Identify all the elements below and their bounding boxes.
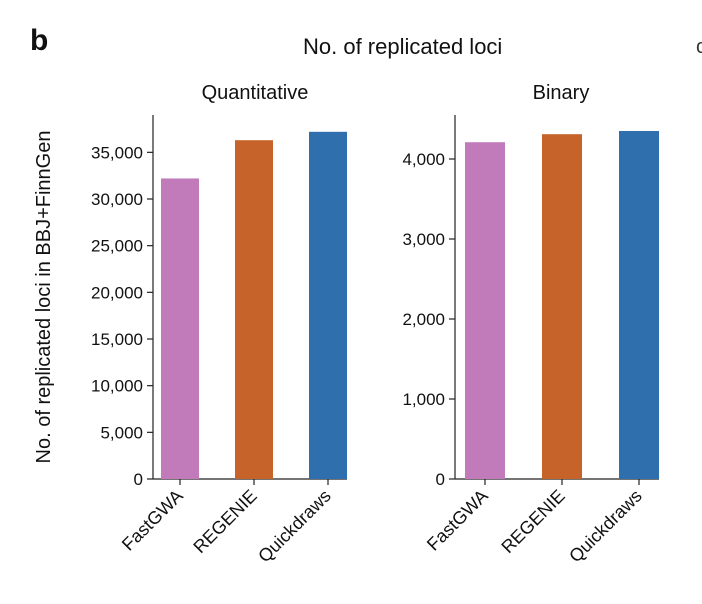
x-tick-label: FastGWA xyxy=(118,486,187,555)
x-tick-label: FastGWA xyxy=(423,486,492,555)
bar-quickdraws xyxy=(619,131,659,479)
x-tick-label: Quickdraws xyxy=(565,486,646,567)
y-tick-label: 15,000 xyxy=(91,330,143,349)
bar-fastgwa xyxy=(465,142,505,479)
y-tick-label: 35,000 xyxy=(91,143,143,162)
panel-letter: b xyxy=(30,24,49,57)
y-tick-label: 1,000 xyxy=(402,390,445,409)
y-tick-label: 4,000 xyxy=(402,150,445,169)
y-tick-label: 0 xyxy=(436,470,445,489)
panel-title: Quantitative xyxy=(202,82,309,104)
y-tick-label: 2,000 xyxy=(402,310,445,329)
panel-title: Binary xyxy=(533,82,590,104)
y-tick-label: 0 xyxy=(134,470,143,489)
figure-title: No. of replicated loci xyxy=(303,34,503,59)
bar-fastgwa xyxy=(161,178,199,479)
y-tick-label: 20,000 xyxy=(91,283,143,302)
x-tick-label: REGENIE xyxy=(189,486,260,557)
y-tick-label: 10,000 xyxy=(91,377,143,396)
bar-regenie xyxy=(542,134,582,479)
y-tick-label: 30,000 xyxy=(91,190,143,209)
y-tick-label: 3,000 xyxy=(402,230,445,249)
bar-quickdraws xyxy=(309,131,347,480)
y-axis-label: No. of replicated loci in BBJ+FinnGen xyxy=(33,131,55,464)
x-tick-label: Quickdraws xyxy=(254,486,335,567)
y-tick-label: 25,000 xyxy=(91,237,143,256)
bar-regenie xyxy=(235,140,273,479)
y-tick-label: 5,000 xyxy=(100,423,143,442)
cropped-next-panel-letter: c xyxy=(696,36,702,58)
x-tick-label: REGENIE xyxy=(497,486,568,557)
